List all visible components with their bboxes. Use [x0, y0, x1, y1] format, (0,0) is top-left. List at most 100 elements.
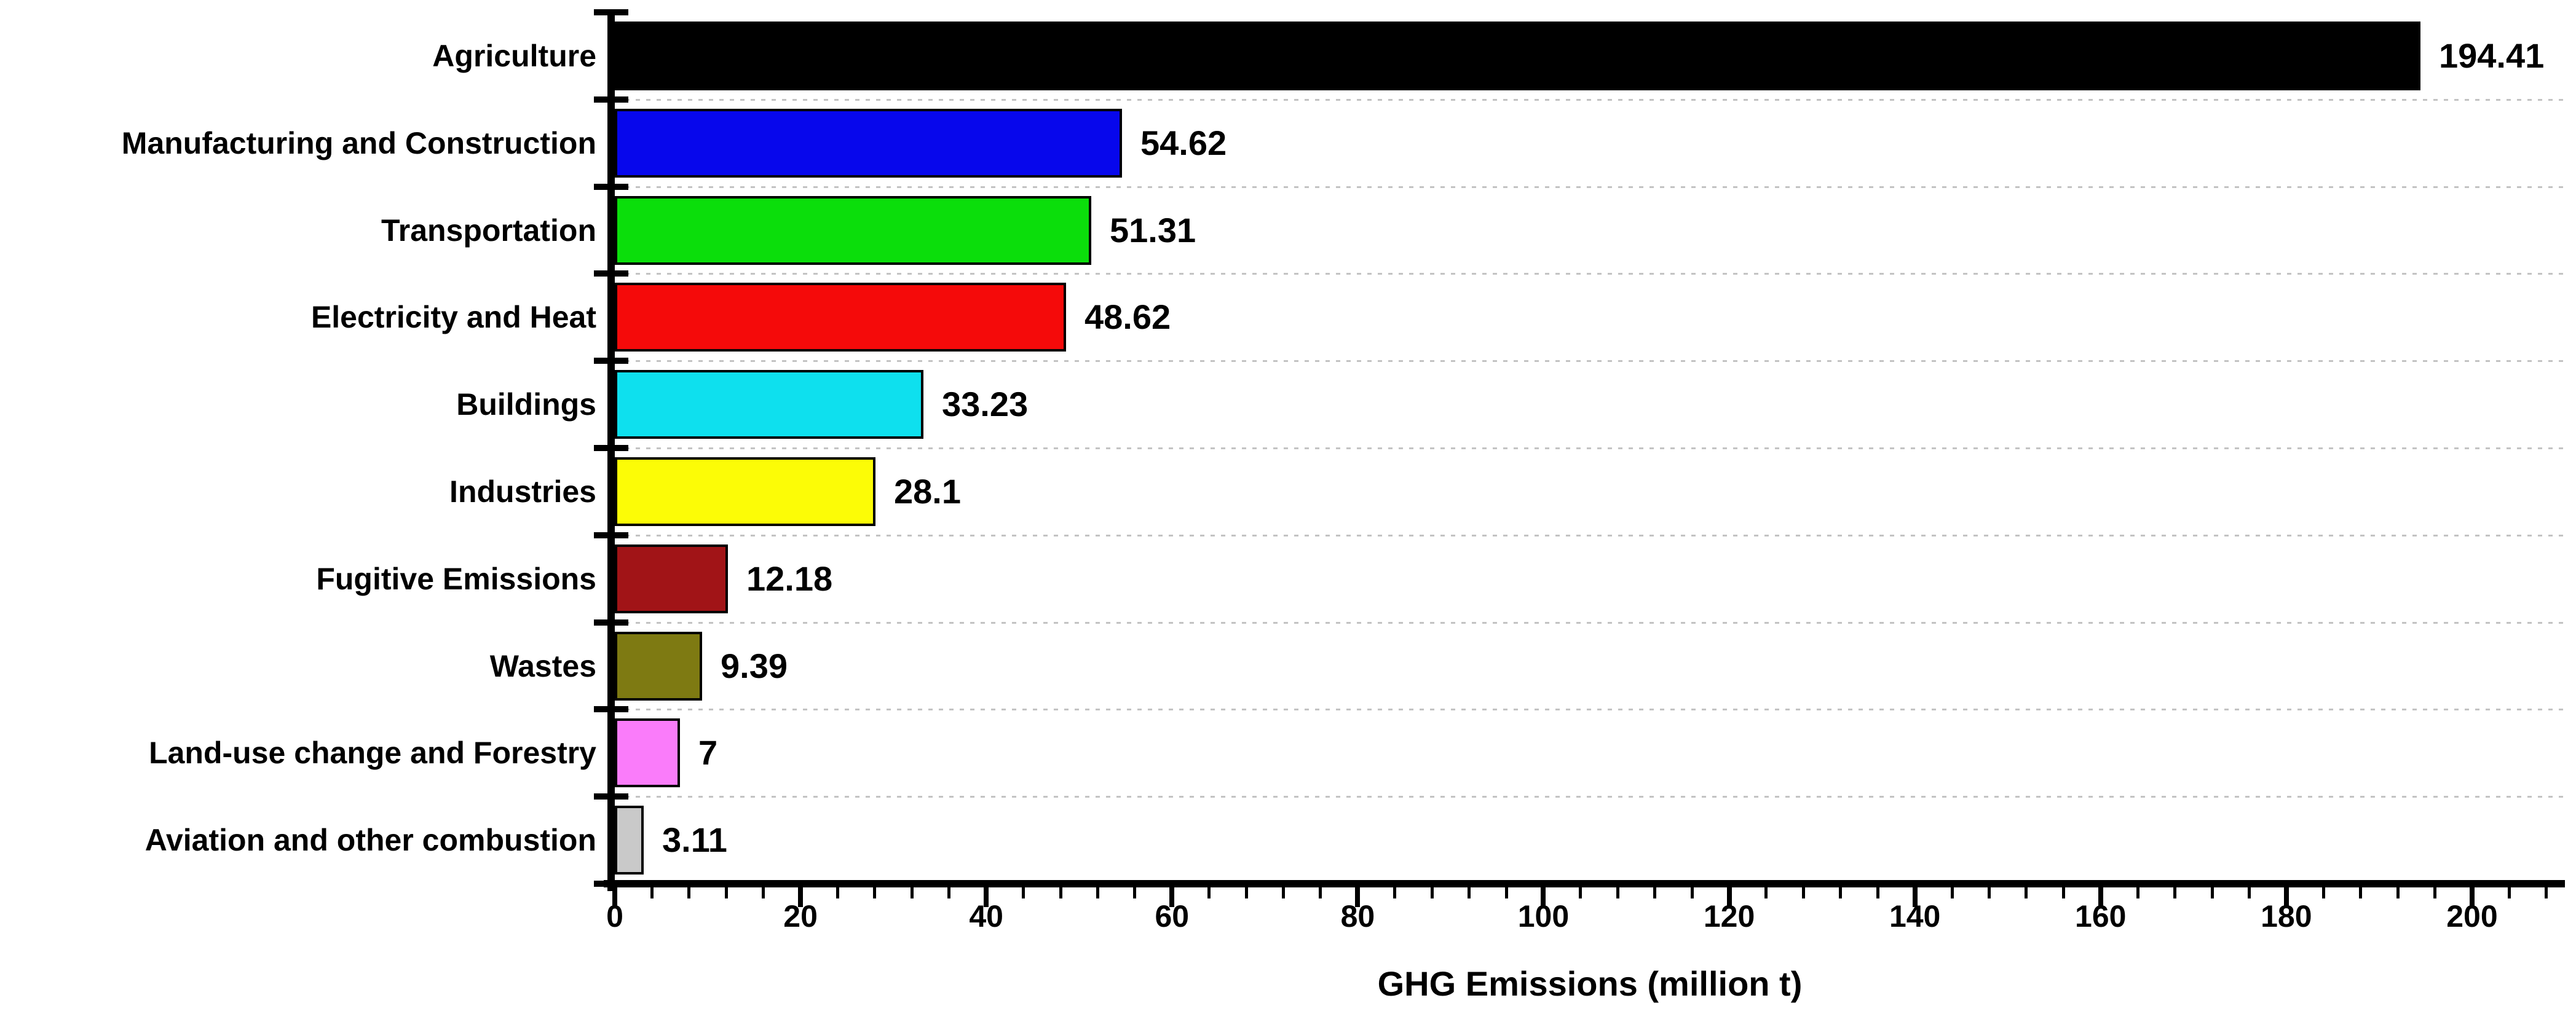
x-axis-minor-tick — [687, 887, 691, 898]
x-axis-minor-tick — [1059, 887, 1062, 898]
y-axis-tick — [594, 445, 628, 451]
x-axis-major-tick — [1726, 887, 1732, 907]
x-axis-minor-tick — [2210, 887, 2214, 898]
x-axis-minor-tick — [2061, 887, 2065, 898]
value-label: 54.62 — [1140, 123, 1227, 162]
x-axis-minor-tick — [2545, 887, 2548, 898]
x-tick-label: 140 — [1889, 899, 1941, 934]
y-axis-tick — [594, 793, 628, 800]
bar — [615, 631, 702, 701]
x-tick-label: 180 — [2261, 899, 2312, 934]
x-axis-minor-tick — [1579, 887, 1582, 898]
category-label: Fugitive Emissions — [316, 561, 596, 596]
x-axis-major-tick — [2283, 887, 2289, 907]
x-tick-label: 100 — [1517, 899, 1570, 934]
x-axis-major-tick — [1169, 887, 1175, 907]
x-axis-minor-tick — [1504, 887, 1508, 898]
value-label: 51.31 — [1110, 210, 1196, 250]
x-tick-label: 200 — [2446, 899, 2498, 934]
gridline — [615, 796, 2565, 798]
category-label: Industries — [449, 474, 596, 509]
bar — [615, 195, 1091, 265]
value-label: 194.41 — [2439, 36, 2545, 75]
x-tick-label: 60 — [1155, 899, 1190, 934]
y-axis-tick — [594, 183, 628, 190]
x-axis-major-tick — [2469, 887, 2475, 907]
value-label: 9.39 — [721, 646, 788, 685]
category-label: Buildings — [456, 387, 596, 422]
x-axis-minor-tick — [2247, 887, 2251, 898]
category-label: Transportation — [381, 213, 596, 248]
value-label: 33.23 — [942, 385, 1029, 424]
value-label: 12.18 — [746, 559, 833, 598]
x-tick-label: 40 — [969, 899, 1003, 934]
gridline — [615, 709, 2565, 711]
bar — [615, 806, 644, 875]
x-axis-minor-tick — [1393, 887, 1397, 898]
x-axis-minor-tick — [1022, 887, 1025, 898]
x-axis-major-tick — [798, 887, 804, 907]
plot-area — [594, 9, 2565, 907]
value-label: 7 — [698, 733, 718, 772]
bar — [615, 718, 680, 788]
x-axis-minor-tick — [2396, 887, 2400, 898]
x-axis-minor-tick — [910, 887, 914, 898]
x-axis-minor-tick — [1653, 887, 1657, 898]
y-axis-tick — [594, 532, 628, 538]
x-axis-minor-tick — [2173, 887, 2177, 898]
y-axis-tick — [594, 619, 628, 626]
x-axis-minor-tick — [1282, 887, 1286, 898]
bar — [615, 370, 923, 439]
x-axis-minor-tick — [1430, 887, 1434, 898]
x-axis-minor-tick — [1468, 887, 1471, 898]
x-axis-minor-tick — [873, 887, 877, 898]
x-axis-minor-tick — [1616, 887, 1619, 898]
x-tick-label: 160 — [2075, 899, 2127, 934]
x-tick-label: 80 — [1340, 899, 1375, 934]
x-axis-minor-tick — [1207, 887, 1211, 898]
x-axis-minor-tick — [1988, 887, 1991, 898]
value-label: 48.62 — [1085, 297, 1171, 337]
category-label: Agriculture — [432, 38, 596, 73]
gridline — [615, 98, 2565, 101]
x-axis-minor-tick — [1801, 887, 1805, 898]
x-axis-line — [604, 880, 2565, 887]
x-axis-minor-tick — [1839, 887, 1843, 898]
x-tick-label: 0 — [606, 899, 623, 934]
category-label: Aviation and other combustion — [144, 823, 596, 858]
x-axis-major-tick — [612, 887, 617, 907]
category-label: Wastes — [489, 648, 596, 683]
x-axis-minor-tick — [2321, 887, 2325, 898]
x-axis-minor-tick — [1319, 887, 1322, 898]
x-axis-major-tick — [1541, 887, 1546, 907]
x-axis-major-tick — [1912, 887, 1918, 907]
x-axis-minor-tick — [724, 887, 728, 898]
category-label: Land-use change and Forestry — [149, 736, 596, 771]
x-axis-minor-tick — [1244, 887, 1248, 898]
x-axis-minor-tick — [2433, 887, 2437, 898]
x-axis-minor-tick — [1764, 887, 1768, 898]
bar — [615, 544, 728, 613]
x-axis-title: GHG Emissions (million t) — [1377, 964, 1803, 1003]
x-axis-minor-tick — [1876, 887, 1879, 898]
x-tick-label: 20 — [783, 899, 818, 934]
value-label: 28.1 — [894, 471, 961, 511]
x-axis-major-tick — [984, 887, 989, 907]
y-axis-tick — [594, 96, 628, 103]
x-axis-minor-tick — [1690, 887, 1694, 898]
x-axis-minor-tick — [2025, 887, 2028, 898]
category-label: Manufacturing and Construction — [121, 125, 596, 160]
bar — [615, 21, 2420, 90]
x-axis-major-tick — [2098, 887, 2103, 907]
y-axis-tick — [594, 881, 628, 887]
x-axis-minor-tick — [650, 887, 654, 898]
x-tick-label: 120 — [1703, 899, 1755, 934]
value-label: 3.11 — [662, 820, 727, 860]
y-axis-tick — [594, 358, 628, 364]
x-axis-minor-tick — [836, 887, 839, 898]
y-axis-line — [607, 12, 615, 891]
x-axis-minor-tick — [1133, 887, 1137, 898]
gridline — [615, 621, 2565, 624]
gridline — [615, 534, 2565, 537]
